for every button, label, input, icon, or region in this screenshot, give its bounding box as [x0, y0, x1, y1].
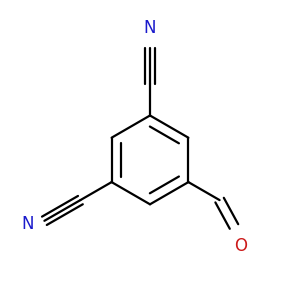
Text: N: N [21, 215, 34, 233]
Text: O: O [234, 237, 248, 255]
Text: N: N [144, 19, 156, 37]
